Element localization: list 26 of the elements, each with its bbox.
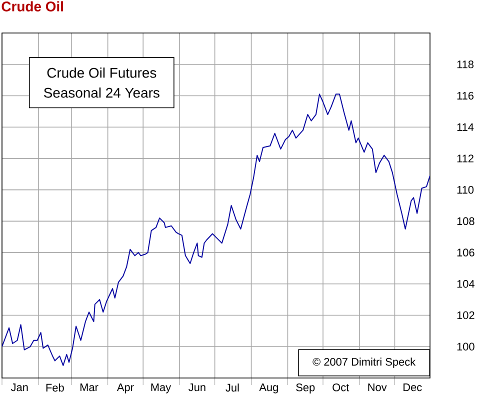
- y-tick-label: 104: [457, 280, 474, 288]
- x-tick-label: Sep: [296, 384, 315, 394]
- y-tick-label: 118: [457, 60, 474, 68]
- x-tick-label: Oct: [332, 384, 350, 392]
- y-tick-label: 100: [457, 342, 474, 351]
- y-tick-label: 116: [457, 92, 474, 100]
- annotation: Crude Oil Futures: [47, 68, 156, 78]
- x-tick-label: Jun: [188, 384, 206, 392]
- y-tick-label: 114: [457, 123, 474, 131]
- x-tick-label: May: [151, 384, 172, 394]
- x-tick-label: Nov: [368, 384, 387, 392]
- x-tick-label: Jan: [10, 384, 28, 392]
- x-tick-label: Aug: [259, 384, 278, 394]
- x-tick-label: Mar: [80, 384, 98, 392]
- x-tick-label: Jul: [226, 384, 239, 392]
- y-tick-label: 106: [457, 248, 474, 256]
- annotation: Seasonal 24 Years: [44, 87, 160, 98]
- annotation: © 2007 Dimitri Speck: [312, 358, 416, 368]
- x-tick-label: Apr: [116, 384, 134, 394]
- x-tick-label: Feb: [46, 384, 64, 392]
- y-tick-label: 110: [457, 186, 474, 194]
- y-tick-label: 112: [457, 154, 474, 162]
- y-tick-label: 108: [457, 217, 474, 226]
- chart-title: Crude Oil: [2, 1, 63, 12]
- x-tick-label: Dec: [404, 384, 422, 392]
- y-tick-label: 102: [457, 311, 474, 320]
